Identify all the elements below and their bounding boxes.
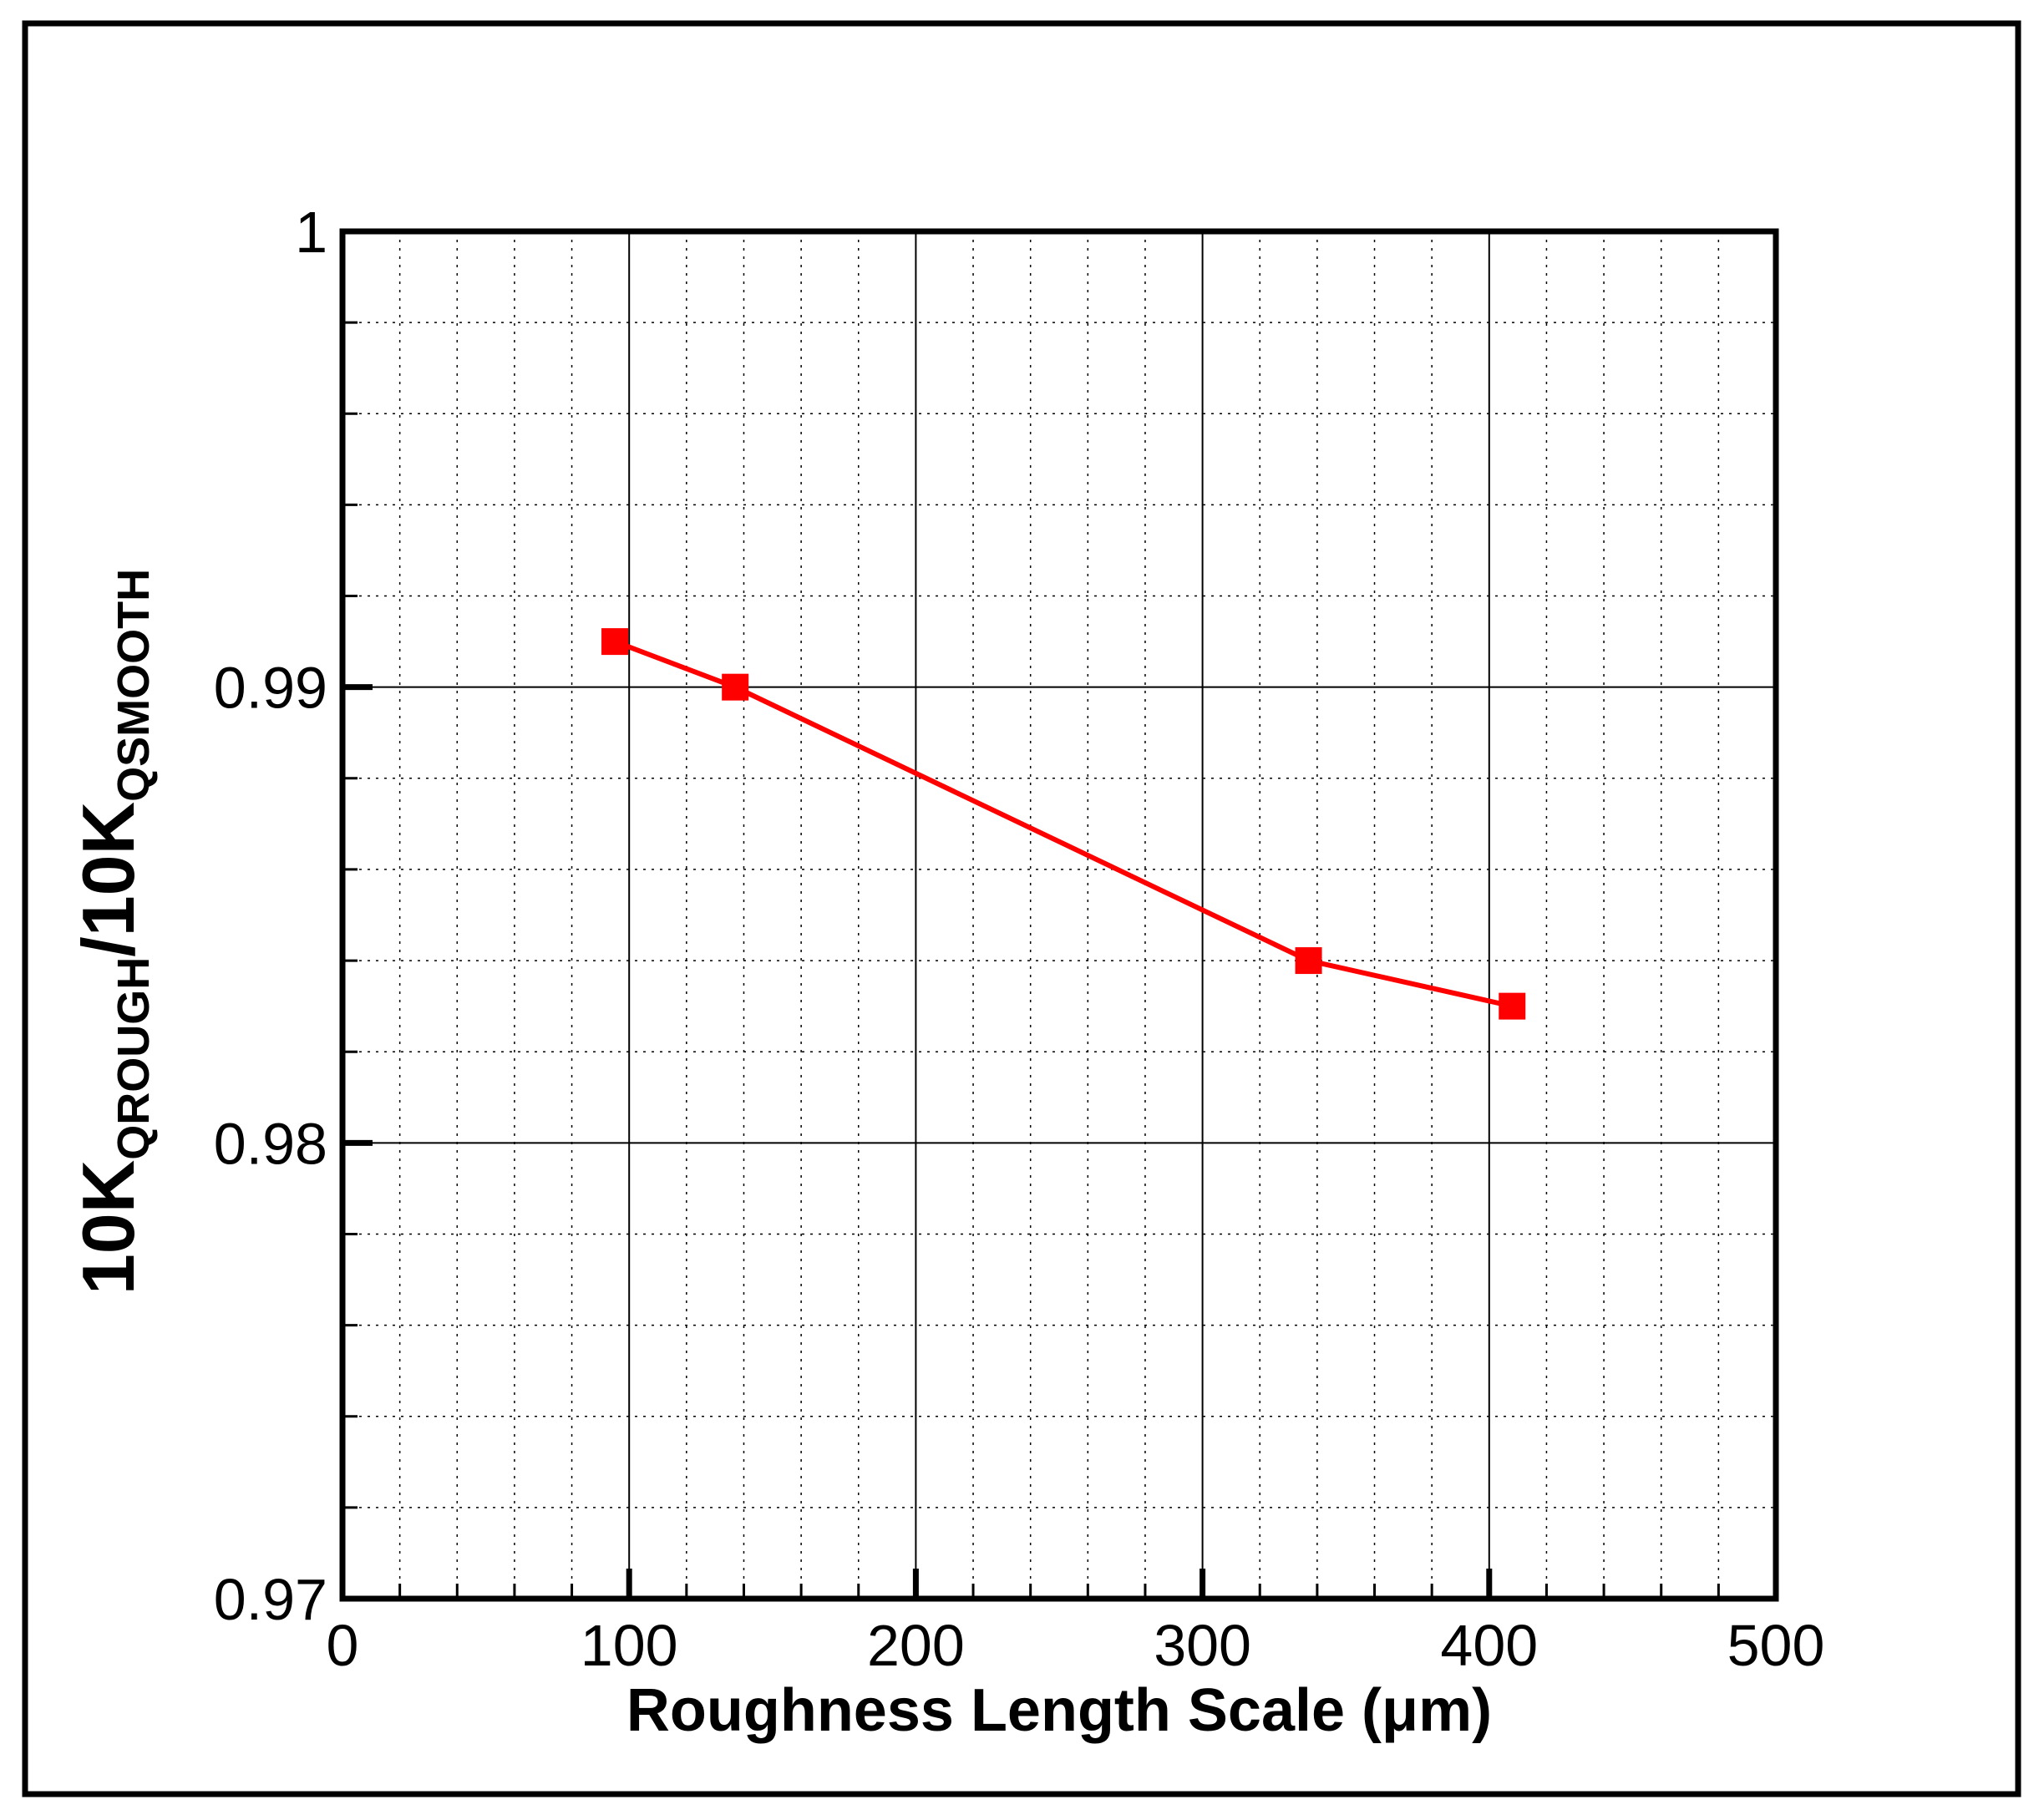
data-point-marker — [1295, 947, 1322, 975]
y-tick-label: 0.97 — [214, 1567, 327, 1632]
series-line — [613, 639, 1513, 1009]
data-point-marker — [722, 673, 749, 701]
y-axis-title-subscript-2: QSMOOTH — [109, 569, 159, 802]
data-point-marker — [1499, 992, 1526, 1020]
y-tick-label: 0.98 — [214, 1111, 327, 1176]
y-tick-label: 1 — [295, 200, 327, 265]
x-tick-label: 500 — [1727, 1613, 1825, 1678]
major-grid — [342, 231, 1776, 1599]
tick-labels: 0 100 200 300 400 500 0.97 0.98 0.99 1 — [214, 200, 1825, 1678]
y-axis-title: 10KQROUGH/10KQSMOOTH — [67, 569, 159, 1295]
y-axis-title-subscript-1: QROUGH — [109, 957, 159, 1160]
data-point-marker — [601, 628, 629, 656]
y-axis-title-part-1: 10K — [67, 1160, 150, 1295]
x-tick-label: 0 — [327, 1613, 359, 1678]
figure-border — [22, 20, 2021, 1797]
y-tick-label: 0.99 — [214, 656, 327, 721]
minor-grid — [342, 231, 1776, 1599]
data-series — [601, 628, 1526, 1020]
axis-ticks — [342, 321, 1720, 1599]
x-tick-label: 200 — [867, 1613, 965, 1678]
y-axis-title-part-2: /10K — [67, 802, 150, 957]
x-axis-title: Roughness Length Scale (μm) — [626, 1677, 1492, 1744]
x-tick-label: 400 — [1440, 1613, 1538, 1678]
x-tick-label: 300 — [1154, 1613, 1251, 1678]
plot-area-frame — [339, 228, 1779, 1602]
x-tick-label: 100 — [581, 1613, 678, 1678]
